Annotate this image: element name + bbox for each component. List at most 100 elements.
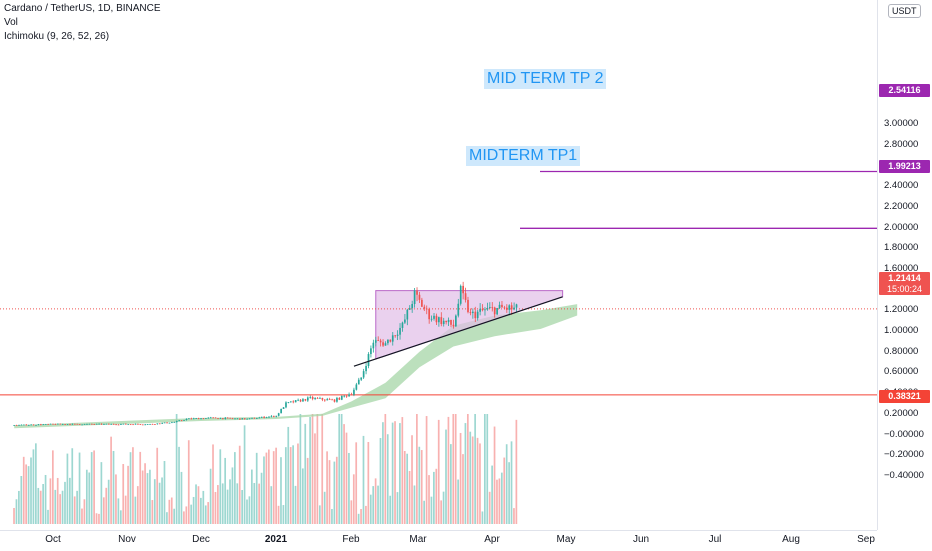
volume-bar <box>289 447 292 524</box>
candle-body <box>391 335 394 342</box>
volume-bar <box>136 486 139 524</box>
volume-bar <box>265 452 268 524</box>
candle-body <box>190 418 193 420</box>
volume-bar <box>248 496 251 524</box>
volume-bar <box>149 469 151 524</box>
volume-bar <box>229 479 231 524</box>
time-axis[interactable]: Oct Nov Dec 2021 Feb Mar Apr May Jun Jul Aug Sep <box>0 530 877 551</box>
volume-bar <box>454 414 457 524</box>
volume-bar <box>64 481 66 524</box>
symbol-title[interactable]: Cardano / TetherUS, 1D, BINANCE <box>4 3 161 14</box>
volume-bar <box>505 444 508 524</box>
volume-bar <box>37 487 40 524</box>
currency-badge[interactable]: USDT <box>888 4 921 18</box>
candle-body <box>270 415 273 417</box>
volume-bar <box>355 442 358 524</box>
candle-body <box>110 423 113 425</box>
volume-bar <box>42 484 44 524</box>
volume-bar <box>331 509 333 524</box>
candle-body <box>462 285 464 294</box>
candle-body <box>285 402 287 408</box>
volume-bar <box>173 508 176 524</box>
volume-bar <box>297 443 299 524</box>
time-tick-label: May <box>556 534 576 545</box>
volume-bar <box>98 513 100 524</box>
candle-body <box>353 389 355 395</box>
volume-bar <box>413 485 416 524</box>
tp2-annotation[interactable]: MID TERM TP 2 <box>484 69 607 89</box>
candle-body <box>149 423 151 425</box>
volume-bar <box>309 416 311 524</box>
candle-body <box>64 424 66 425</box>
volume-indicator-label[interactable]: Vol <box>4 17 18 28</box>
volume-bar <box>379 438 382 524</box>
candle-body <box>98 423 100 425</box>
candle-body <box>83 424 86 425</box>
volume-bar <box>141 470 144 524</box>
candle-body <box>236 418 239 420</box>
candle-body <box>49 423 52 425</box>
candle-body <box>481 308 484 311</box>
candle-body <box>464 293 467 300</box>
volume-bar <box>462 454 464 524</box>
candle-body <box>59 423 62 425</box>
candle-body <box>272 415 275 417</box>
price-tick-label: 3.00000 <box>884 118 919 129</box>
volume-bar <box>54 489 57 524</box>
candle-body <box>321 397 324 400</box>
volume-bar <box>212 444 214 524</box>
volume-bar <box>68 477 71 524</box>
chart-area[interactable]: Cardano / TetherUS, 1D, BINANCE Vol Ichi… <box>0 0 877 530</box>
volume-bar <box>178 446 180 524</box>
candle-body <box>185 418 188 421</box>
candle-body <box>513 307 515 310</box>
volume-bar <box>115 474 117 524</box>
volume-bar <box>129 452 132 524</box>
volume-bar <box>348 452 350 524</box>
volume-bar <box>464 423 467 524</box>
volume-bar <box>204 505 207 524</box>
candle-body <box>299 399 302 402</box>
volume-bar <box>430 496 433 524</box>
price-tick-label: 2.80000 <box>884 138 919 150</box>
candle-body <box>178 420 181 422</box>
candle-body <box>217 418 219 420</box>
price-axis[interactable]: 3.000002.800002.600002.400002.200002.000… <box>877 0 932 530</box>
candle-body <box>69 424 71 426</box>
candle-body <box>200 418 202 420</box>
candle-body <box>377 340 380 341</box>
candle-body <box>71 423 74 425</box>
volume-bar <box>435 468 438 524</box>
volume-bar <box>112 450 115 524</box>
ascending-trendline <box>353 296 563 367</box>
price-chart[interactable] <box>0 0 877 530</box>
ichimoku-indicator-label[interactable]: Ichimoku (9, 26, 52, 26) <box>4 31 110 42</box>
volume-bar <box>156 447 159 524</box>
volume-bar <box>73 496 76 524</box>
volume-bar <box>163 460 166 524</box>
volume-bar <box>105 487 108 524</box>
candle-body <box>275 415 278 417</box>
candle-body <box>15 425 18 426</box>
candle-body <box>139 424 142 425</box>
volume-bar <box>39 490 42 524</box>
candle-body <box>421 299 423 307</box>
volume-bar <box>306 457 309 524</box>
volume-bar <box>277 505 280 524</box>
candle-body <box>374 340 377 343</box>
volume-bar <box>345 432 348 524</box>
volume-bar <box>408 471 411 524</box>
current-price-label: 1.21414 15:00:24 <box>879 272 930 295</box>
volume-bar <box>343 424 345 524</box>
volume-bar <box>22 456 25 524</box>
candle-body <box>328 399 331 400</box>
volume-bar <box>110 436 112 524</box>
tp1-annotation[interactable]: MIDTERM TP1 <box>466 146 581 166</box>
candle-body <box>195 418 198 420</box>
volume-bar <box>420 450 423 524</box>
candle-body <box>357 379 360 385</box>
candle-body <box>129 424 132 426</box>
volume-bar <box>406 453 409 524</box>
volume-bar <box>357 513 360 524</box>
candle-body <box>54 424 57 425</box>
